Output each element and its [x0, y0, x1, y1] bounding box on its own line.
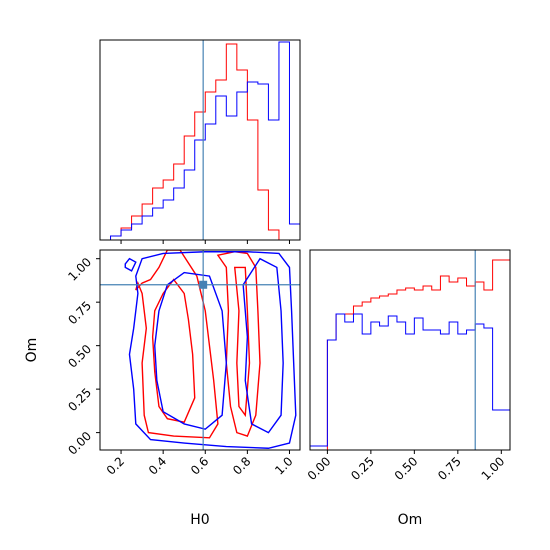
red-contour — [233, 266, 251, 418]
y-tick-label: 1.00 — [65, 255, 94, 284]
h0-axis-label: H0 — [190, 512, 209, 528]
y-tick-label: 0.50 — [65, 342, 94, 371]
y-tick-label: 0.25 — [65, 385, 94, 414]
x-tick-label: 0.75 — [435, 454, 464, 483]
blue-contour — [124, 257, 137, 272]
red-contour — [151, 278, 196, 423]
x-tick-label: 0.6 — [188, 454, 211, 477]
x-tick-label: 1.00 — [479, 454, 508, 483]
y-tick-label: 0.00 — [65, 429, 94, 458]
x-tick-label: 0.2 — [104, 454, 127, 477]
red-contour — [135, 250, 219, 439]
x-tick-label: 0.8 — [230, 454, 253, 477]
axes-frame — [99, 39, 301, 241]
x-tick-label: 0.50 — [392, 454, 421, 483]
x-tick-label: 1.0 — [272, 454, 295, 477]
h0-om-contour-panel: 0.2 0.4 0.6 0.8 1.0 0.00 0.25 0.50 0.75 1.00 — [65, 249, 301, 478]
h0-histogram-panel — [99, 39, 301, 244]
om-axis-label-bottom: Om — [398, 512, 423, 528]
blue-contour — [154, 271, 228, 430]
om-axis-label-left: Om — [24, 338, 40, 363]
x-tick-label: 0.00 — [305, 454, 334, 483]
om-histogram-panel: 0.00 0.25 0.50 0.75 1.00 — [305, 249, 511, 483]
red-contour — [216, 251, 261, 437]
blue-contour — [128, 251, 297, 449]
red-histogram-series — [310, 259, 510, 450]
axes-frame — [309, 249, 511, 451]
blue-contour — [242, 257, 284, 434]
truth-marker — [199, 280, 208, 289]
blue-histogram-series — [100, 41, 300, 240]
x-tick-label: 0.4 — [146, 454, 169, 477]
blue-histogram-series — [310, 313, 510, 450]
red-histogram-series — [100, 43, 300, 240]
y-tick-label: 0.75 — [65, 298, 94, 327]
axes-frame — [99, 249, 301, 451]
x-tick-label: 0.25 — [348, 454, 377, 483]
